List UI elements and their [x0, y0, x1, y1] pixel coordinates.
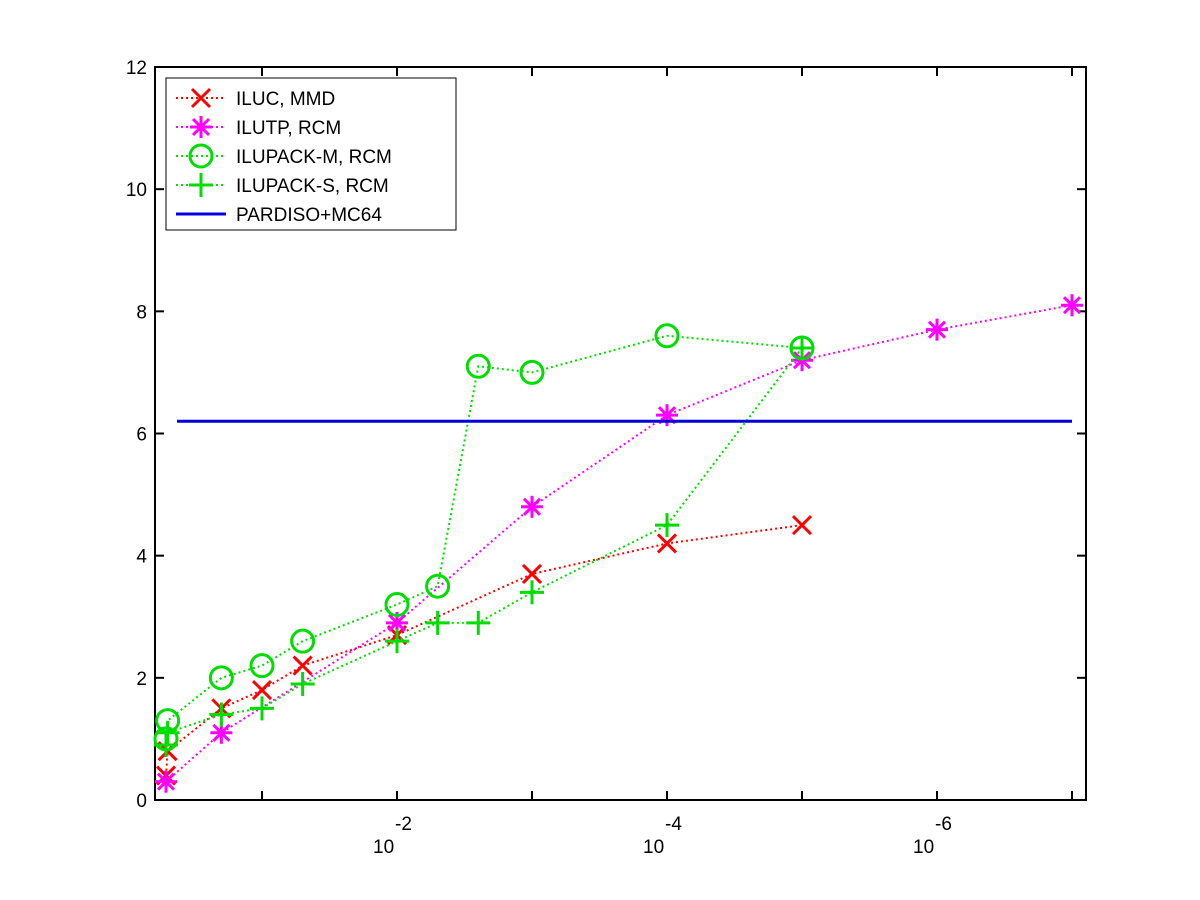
legend-marker [190, 87, 212, 109]
data-point [465, 353, 491, 379]
data-point [209, 702, 234, 727]
data-point [292, 655, 313, 676]
legend-item: PARDISO+MC64 [176, 205, 382, 226]
data-point [251, 679, 273, 701]
data-point [521, 495, 543, 518]
legend-item: ILUTP, RCM [176, 116, 341, 139]
x-tick-base: 10 [913, 837, 934, 858]
data-point [654, 323, 680, 349]
legend-box [165, 77, 457, 231]
data-point [520, 580, 544, 605]
data-point [290, 671, 315, 696]
legend-marker [189, 173, 213, 197]
y-tick-label: 6 [136, 425, 147, 446]
legend-item: ILUC, MMD [176, 87, 335, 110]
data-point [519, 359, 545, 385]
data-point [249, 653, 275, 679]
data-point [154, 733, 178, 758]
legend-item: ILUPACK-M, RCM [176, 143, 392, 169]
data-point [155, 770, 177, 793]
data-point [521, 563, 543, 585]
y-tick-label: 0 [136, 791, 147, 812]
y-tick-label: 10 [126, 180, 147, 201]
y-tick-label: 2 [136, 669, 147, 690]
data-point [384, 592, 410, 618]
legend-marker [188, 143, 214, 169]
data-point [790, 335, 814, 360]
data-point [655, 513, 679, 538]
legend-label: ILUC, MMD [236, 89, 335, 110]
data-point [290, 628, 316, 654]
x-tick-base: 10 [643, 837, 664, 858]
legend-label: ILUTP, RCM [236, 118, 341, 139]
data-point [656, 404, 678, 427]
legend-label: PARDISO+MC64 [236, 205, 382, 226]
data-point [926, 318, 948, 341]
data-point [425, 610, 450, 635]
x-tick-base: 10 [373, 837, 394, 858]
x-tick-label: 10-4 [643, 814, 682, 858]
series-line [165, 304, 1073, 783]
legend-label: ILUPACK-M, RCM [236, 147, 392, 168]
x-tick-label: 10-6 [913, 814, 952, 858]
data-point [155, 720, 180, 745]
series-0 [155, 515, 813, 786]
data-point [1061, 294, 1083, 317]
legend-marker [190, 116, 212, 138]
y-tick-label: 4 [136, 547, 147, 568]
legend-item: ILUPACK-S, RCM [176, 173, 389, 197]
data-point [208, 665, 234, 691]
series-3 [154, 335, 814, 758]
data-point [425, 573, 451, 599]
data-point [385, 629, 409, 654]
data-point [250, 696, 274, 721]
x-tick-label: 10-2 [373, 814, 412, 858]
legend-label: ILUPACK-S, RCM [236, 176, 389, 197]
data-point [791, 515, 813, 536]
data-point [466, 610, 491, 635]
x-tick-exponent: -6 [935, 814, 952, 835]
x-tick-exponent: -2 [395, 814, 412, 835]
y-tick-label: 12 [126, 58, 147, 79]
series-layer [153, 294, 1083, 793]
legend: ILUC, MMD ILUTP, RCM ILUPACK-M, RCM ILUPACK… [165, 77, 457, 231]
x-tick-exponent: -4 [665, 814, 682, 835]
y-tick-label: 8 [136, 302, 147, 323]
data-point [656, 533, 678, 554]
